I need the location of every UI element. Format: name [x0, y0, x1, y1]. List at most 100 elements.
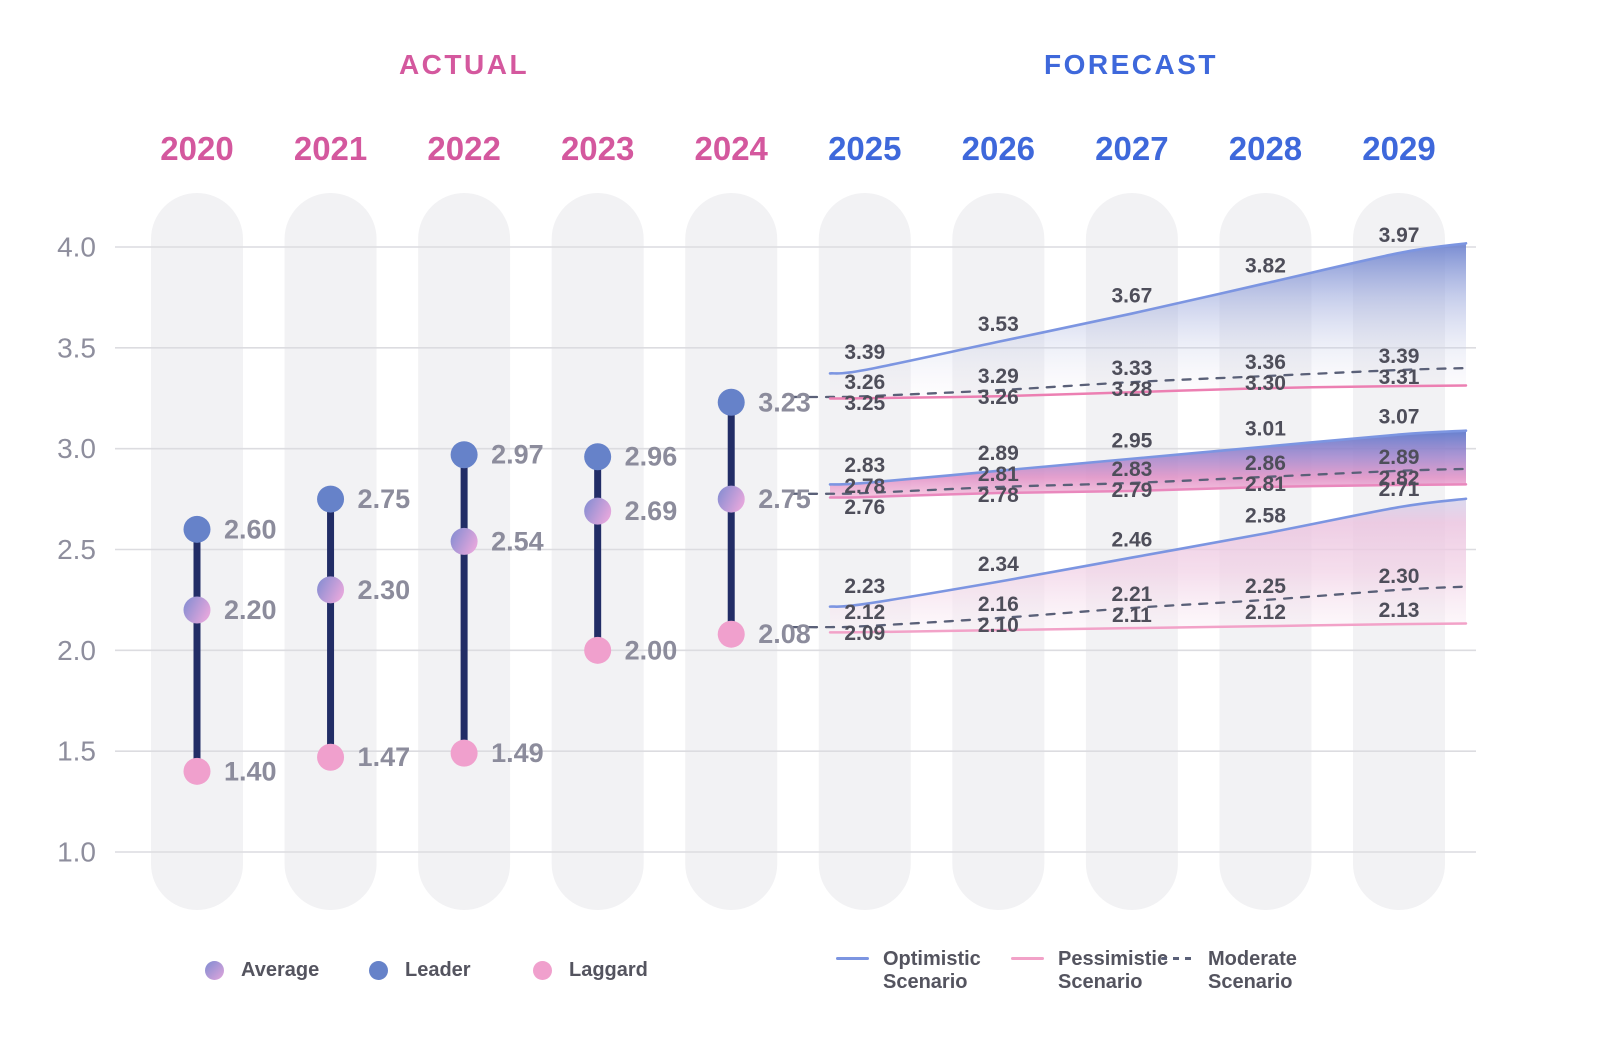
moderate-line-laggard — [790, 585, 1468, 629]
forecast-value-laggard-optimistic-2025: 2.23 — [844, 575, 885, 598]
forecast-value-laggard-optimistic-2026: 2.34 — [978, 553, 1019, 576]
band-area-leader — [830, 243, 1466, 399]
y-tick-label: 3.5 — [57, 332, 96, 363]
y-tick-label: 1.0 — [57, 837, 96, 868]
forecast-value-average-optimistic-2027: 2.95 — [1111, 430, 1152, 453]
actual-value-leader-2024: 3.23 — [758, 387, 811, 417]
forecast-value-laggard-pessimistic-2027: 2.11 — [1112, 604, 1152, 627]
forecast-value-laggard-pessimistic-2026: 2.10 — [978, 614, 1019, 637]
leader-dot-2020 — [183, 515, 211, 543]
forecast-value-average-pessimistic-2028: 2.81 — [1245, 473, 1286, 496]
forecast-value-average-pessimistic-2026: 2.78 — [978, 484, 1019, 507]
forecast-value-leader-pessimistic-2025: 3.25 — [844, 392, 885, 415]
forecast-value-leader-moderate-2025: 3.26 — [844, 371, 885, 394]
actual-dumbbells: 2.60 2.20 1.40 2.75 2.30 1.47 2.97 2.54 1.49 2.96… — [183, 387, 811, 786]
year-label-2021: 2021 — [294, 130, 367, 167]
year-label-2023: 2023 — [561, 130, 634, 167]
forecast-value-leader-optimistic-2025: 3.39 — [844, 341, 885, 364]
laggard-dot-2023 — [584, 636, 612, 664]
y-tick-label: 2.0 — [57, 635, 96, 666]
forecast-value-average-pessimistic-2027: 2.79 — [1111, 479, 1152, 502]
forecast-value-laggard-optimistic-2027: 2.46 — [1111, 529, 1152, 552]
y-tick-label: 4.0 — [57, 231, 96, 262]
actual-value-average-2020: 2.20 — [224, 595, 277, 625]
year-label-2022: 2022 — [427, 130, 500, 167]
forecast-value-leader-optimistic-2026: 3.53 — [978, 313, 1019, 336]
actual-value-leader-2021: 2.75 — [358, 484, 411, 514]
forecast-bands: 3.393.263.253.533.293.263.673.333.283.82… — [790, 224, 1468, 645]
forecast-value-average-pessimistic-2029: 2.82 — [1379, 467, 1420, 490]
band-area-average — [830, 430, 1466, 498]
forecast-value-laggard-pessimistic-2025: 2.09 — [844, 622, 885, 645]
average-dot-2021 — [317, 576, 345, 604]
actual-value-leader-2022: 2.97 — [491, 440, 544, 470]
leader-dot-2021 — [317, 485, 345, 513]
section-title-forecast: FORECAST — [1044, 49, 1218, 80]
leader-dot-2023 — [584, 443, 612, 471]
actual-value-laggard-2020: 1.40 — [224, 756, 277, 786]
year-labels: 2020 2021 2022 2023 2024 2025 2026 2027 2028 2029 — [160, 130, 1435, 167]
pessimistic-line-laggard — [828, 622, 1468, 634]
year-label-2026: 2026 — [962, 130, 1035, 167]
forecast-value-leader-pessimistic-2026: 3.26 — [978, 386, 1019, 409]
section-title-actual: ACTUAL — [399, 49, 529, 80]
leader-dot-2022 — [450, 441, 478, 469]
forecast-value-leader-moderate-2029: 3.39 — [1379, 345, 1420, 368]
gridlines: 4.0 3.5 3.0 2.5 2.0 1.5 1.0 — [57, 231, 1476, 868]
actual-value-average-2023: 2.69 — [625, 496, 678, 526]
forecast-value-average-moderate-2029: 2.89 — [1379, 446, 1420, 469]
forecast-value-laggard-moderate-2027: 2.21 — [1111, 583, 1152, 606]
forecast-value-leader-pessimistic-2027: 3.28 — [1111, 378, 1152, 401]
actual-value-laggard-2021: 1.47 — [358, 742, 411, 772]
forecast-value-leader-optimistic-2029: 3.97 — [1379, 224, 1420, 247]
year-label-2024: 2024 — [695, 130, 769, 167]
pessimistic-line-leader — [828, 384, 1468, 400]
y-tick-label: 2.5 — [57, 534, 96, 565]
y-tick-label: 1.5 — [57, 736, 96, 767]
forecast-value-average-moderate-2026: 2.81 — [978, 463, 1019, 486]
forecast-value-leader-moderate-2026: 3.29 — [978, 365, 1019, 388]
forecast-value-laggard-pessimistic-2028: 2.12 — [1245, 601, 1286, 624]
laggard-dot-2022 — [450, 739, 478, 767]
forecast-value-average-pessimistic-2025: 2.76 — [844, 496, 885, 519]
column-pill — [952, 193, 1045, 910]
forecast-value-average-optimistic-2026: 2.89 — [978, 442, 1019, 465]
forecast-value-leader-optimistic-2028: 3.82 — [1245, 254, 1286, 277]
laggard-dot-2024 — [717, 620, 745, 648]
forecast-value-leader-moderate-2027: 3.33 — [1111, 357, 1152, 380]
leader-dot-2024 — [717, 388, 745, 416]
column-pill — [818, 193, 911, 910]
year-label-2027: 2027 — [1095, 130, 1168, 167]
forecast-value-laggard-moderate-2029: 2.30 — [1379, 565, 1420, 588]
band-area-laggard — [830, 498, 1466, 633]
average-dot-2024 — [717, 485, 745, 513]
forecast-value-leader-optimistic-2027: 3.67 — [1111, 285, 1152, 308]
actual-value-average-2021: 2.30 — [358, 575, 411, 605]
average-dot-2023 — [584, 497, 612, 525]
average-dot-2020 — [183, 596, 211, 624]
forecast-value-average-optimistic-2025: 2.83 — [844, 454, 885, 477]
forecast-value-leader-moderate-2028: 3.36 — [1245, 351, 1286, 374]
forecast-value-leader-pessimistic-2028: 3.30 — [1245, 372, 1286, 395]
forecast-value-average-optimistic-2029: 3.07 — [1379, 406, 1420, 429]
forecast-value-laggard-moderate-2028: 2.25 — [1245, 575, 1286, 598]
year-label-2025: 2025 — [828, 130, 901, 167]
actual-value-leader-2020: 2.60 — [224, 514, 277, 544]
moderate-line-leader — [790, 366, 1468, 399]
actual-value-laggard-2024: 2.08 — [758, 619, 811, 649]
forecast-value-leader-pessimistic-2029: 3.31 — [1379, 366, 1420, 389]
actual-value-average-2024: 2.75 — [758, 484, 811, 514]
actual-value-average-2022: 2.54 — [491, 526, 544, 556]
forecast-value-average-moderate-2028: 2.86 — [1245, 452, 1286, 475]
forecast-value-laggard-pessimistic-2029: 2.13 — [1379, 599, 1420, 622]
y-tick-label: 3.0 — [57, 433, 96, 464]
pessimistic-line-average — [828, 483, 1468, 499]
actual-value-laggard-2023: 2.00 — [625, 635, 678, 665]
forecast-value-laggard-optimistic-2029: 2.71 — [1379, 478, 1420, 501]
forecast-value-laggard-optimistic-2028: 2.58 — [1245, 504, 1286, 527]
actual-value-laggard-2022: 1.49 — [491, 738, 544, 768]
year-label-2028: 2028 — [1229, 130, 1302, 167]
average-dot-2022 — [450, 527, 478, 555]
